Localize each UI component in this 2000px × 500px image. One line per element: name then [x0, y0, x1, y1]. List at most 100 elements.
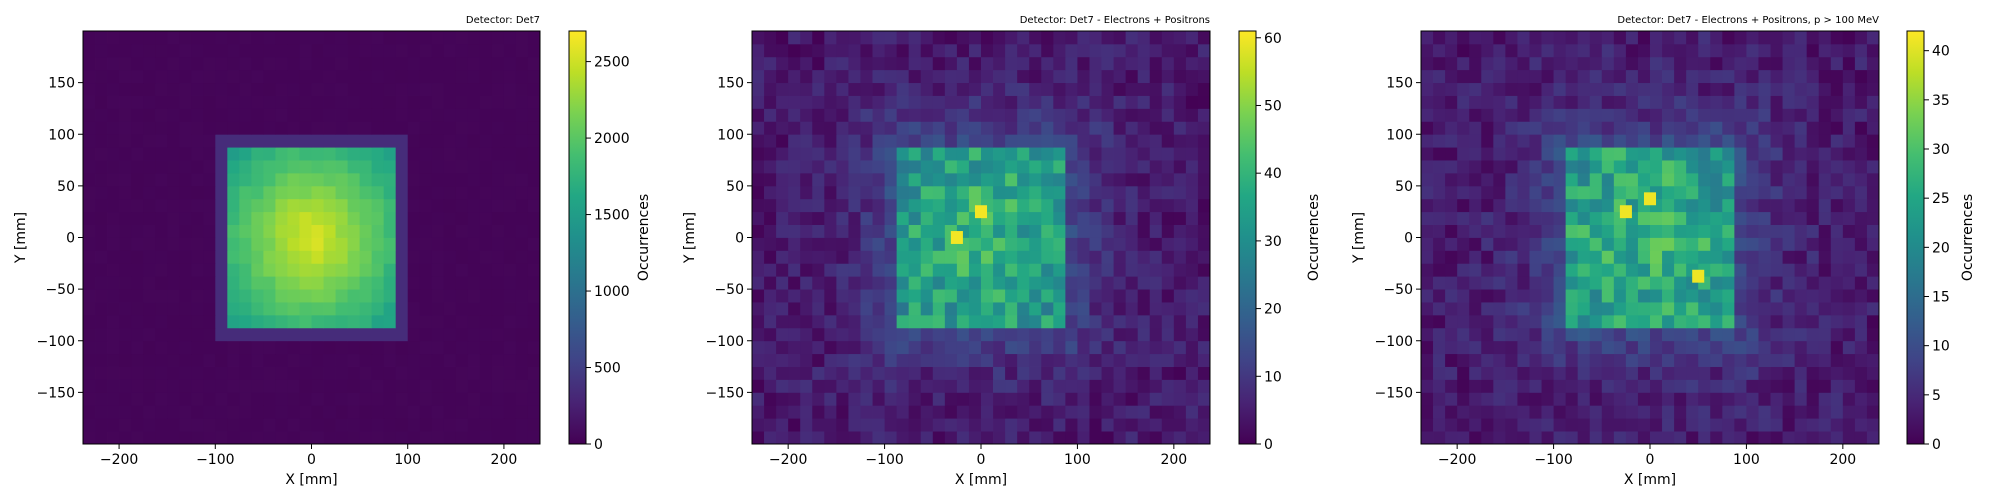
heatmap-cell [1650, 237, 1663, 251]
heatmap-cell [407, 82, 421, 96]
heatmap-cell [1613, 314, 1627, 329]
heatmap-cell [1493, 276, 1506, 290]
heatmap-cell [1734, 431, 1747, 445]
heatmap-cell [920, 56, 934, 71]
heatmap-cell [1481, 82, 1494, 96]
heatmap-cell [920, 108, 934, 122]
heatmap-cell [395, 405, 409, 419]
heatmap-cell [95, 121, 108, 135]
heatmap-cell [371, 314, 385, 329]
heatmap-cell [131, 172, 144, 187]
heatmap-cell [275, 134, 288, 148]
heatmap-cell [1662, 366, 1675, 380]
heatmap-cell [1089, 31, 1102, 45]
heatmap-cell [1149, 31, 1163, 45]
heatmap-cell [1650, 134, 1663, 148]
heatmap-cell [993, 108, 1006, 122]
heatmap-cell [872, 211, 885, 225]
heatmap-cell [1674, 43, 1687, 58]
heatmap-cell [1746, 392, 1759, 406]
heatmap-cell [275, 160, 288, 174]
heatmap-cell [764, 134, 777, 148]
heatmap-cell [107, 198, 120, 213]
heatmap-cell [908, 431, 922, 445]
heatmap-cell [1065, 418, 1078, 432]
heatmap-cell [335, 379, 348, 393]
heatmap-cell [1686, 366, 1699, 380]
heatmap-cell [860, 43, 873, 58]
heatmap-cell [515, 314, 529, 329]
heatmap-cell [1650, 327, 1663, 342]
heatmap-cell [1137, 211, 1151, 225]
heatmap-cell [407, 392, 421, 406]
heatmap-cell [1433, 95, 1446, 109]
heatmap-cell [1698, 160, 1711, 174]
heatmap-cell [788, 418, 801, 432]
y-tick-label: −150 [1375, 385, 1413, 401]
heatmap-cell [1710, 353, 1723, 367]
heatmap-cell [239, 405, 252, 419]
heatmap-cell [1674, 211, 1687, 225]
heatmap-cell [1433, 172, 1446, 187]
heatmap-cell [981, 95, 994, 109]
heatmap-cell [455, 147, 469, 161]
heatmap-cell [371, 366, 385, 380]
heatmap-cell [155, 56, 168, 71]
heatmap-cell [884, 263, 898, 277]
heatmap-cell [1782, 405, 1796, 419]
heatmap-cell [993, 31, 1006, 45]
heatmap-cell [908, 121, 922, 135]
heatmap-cell [83, 108, 96, 122]
heatmap-cell [443, 418, 457, 432]
heatmap-cell [1565, 121, 1579, 135]
heatmap-cell [1125, 366, 1139, 380]
heatmap-cell [1197, 211, 1211, 225]
heatmap-cell [503, 263, 517, 277]
heatmap-cell [1149, 121, 1163, 135]
heatmap-cell [1650, 31, 1663, 45]
heatmap-cell [119, 147, 132, 161]
heatmap-cell [239, 43, 252, 58]
heatmap-cell [1686, 353, 1699, 367]
heatmap-cell [131, 340, 144, 355]
heatmap-cell [335, 340, 348, 355]
heatmap-cell [1005, 276, 1018, 290]
heatmap-cell [263, 82, 276, 96]
heatmap-cell [1089, 134, 1102, 148]
heatmap-cell [1529, 82, 1542, 96]
heatmap-cell [1854, 237, 1868, 251]
heatmap-cell [800, 366, 813, 380]
heatmap-cell [752, 43, 765, 58]
heatmap-cell [1553, 121, 1567, 135]
heatmap-cell [884, 134, 898, 148]
heatmap-cell [1041, 327, 1054, 342]
heatmap-cell [1101, 276, 1114, 290]
heatmap-cell [1613, 405, 1627, 419]
heatmap-cell [1698, 405, 1711, 419]
heatmap-cell [764, 276, 777, 290]
heatmap-cell [776, 276, 789, 290]
heatmap-cell [776, 134, 789, 148]
heatmap-cell [515, 134, 529, 148]
heatmap-cell [1698, 431, 1711, 445]
heatmap-cell [1589, 418, 1603, 432]
heatmap-cell [1101, 172, 1114, 187]
heatmap-cell [143, 224, 156, 238]
heatmap-cell [1065, 405, 1078, 419]
heatmap-cell [812, 431, 825, 445]
heatmap-cell [1866, 95, 1880, 109]
heatmap-cell [848, 56, 861, 71]
heatmap-cell [479, 353, 493, 367]
heatmap-cell [1445, 121, 1458, 135]
heatmap-cell [896, 263, 910, 277]
heatmap-cell [1185, 43, 1199, 58]
heatmap-cell [323, 340, 336, 355]
heatmap-cell [800, 379, 813, 393]
heatmap-cell [1173, 276, 1187, 290]
heatmap-cell [119, 108, 132, 122]
heatmap-cell [347, 69, 361, 84]
heatmap-cell [251, 185, 264, 200]
heatmap-cell [1577, 211, 1591, 225]
heatmap-cell [1746, 121, 1759, 135]
heatmap-cell [263, 172, 276, 187]
